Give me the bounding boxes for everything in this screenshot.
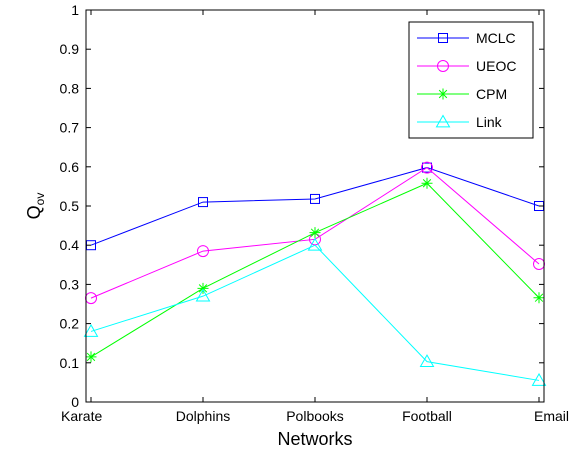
legend-entry-link: Link xyxy=(417,114,503,130)
legend-marker-ueoc xyxy=(437,60,449,72)
legend-label: CPM xyxy=(476,86,507,102)
y-tick-label: 0.1 xyxy=(60,355,80,371)
data-point-link xyxy=(195,288,211,302)
y-tick-label: 0 xyxy=(71,394,79,410)
legend: MCLC UEOC CPM Link xyxy=(408,21,534,139)
x-tick-label: Karate xyxy=(61,408,102,424)
legend-marker-link xyxy=(435,114,451,128)
series-layer xyxy=(83,161,547,386)
data-point-mclc xyxy=(422,162,432,173)
y-axis-title-subscript: ov xyxy=(33,193,47,206)
legend-entry-ueoc: UEOC xyxy=(417,58,516,74)
data-point-cpm xyxy=(85,351,97,363)
data-point-link xyxy=(307,237,323,251)
data-point-mclc xyxy=(310,193,320,204)
y-axis: 0 0.1 0.2 0.3 0.4 0.5 0.6 0.7 0.8 0.9 1 xyxy=(60,2,544,410)
data-point-cpm xyxy=(533,292,545,304)
x-tick-label: Football xyxy=(402,408,452,424)
y-axis-title: Qov xyxy=(24,193,47,220)
series-cpm xyxy=(85,177,545,363)
y-tick-label: 0.7 xyxy=(60,120,80,136)
y-tick-label: 0.2 xyxy=(60,316,80,332)
legend-marker-cpm xyxy=(437,88,449,100)
data-point-cpm xyxy=(421,177,433,189)
data-point-cpm xyxy=(197,282,209,294)
legend-marker-mclc xyxy=(438,33,448,43)
legend-box xyxy=(408,21,534,139)
x-axis-title: Networks xyxy=(277,429,352,449)
y-tick-label: 0.9 xyxy=(60,41,80,57)
y-tick-label: 1 xyxy=(71,2,79,18)
y-tick-label: 0.3 xyxy=(60,276,80,292)
data-point-link xyxy=(83,323,99,337)
y-tick-label: 0.8 xyxy=(60,80,80,96)
legend-label: MCLC xyxy=(476,30,516,46)
data-point-mclc xyxy=(198,197,208,208)
y-tick-label: 0.6 xyxy=(60,159,80,175)
data-point-link xyxy=(419,354,435,367)
legend-entry-cpm: CPM xyxy=(417,86,507,102)
series-line-mclc xyxy=(90,167,540,246)
y-axis-title-main: Q xyxy=(24,205,44,219)
y-tick-label: 0.4 xyxy=(60,237,80,253)
series-line-link xyxy=(90,244,540,381)
data-point-cpm xyxy=(309,227,321,239)
legend-entry-mclc: MCLC xyxy=(417,30,516,46)
x-tick-label: Polbooks xyxy=(286,408,344,424)
x-tick-label: Dolphins xyxy=(176,408,230,424)
x-axis: Karate Dolphins Polbooks Football Email xyxy=(61,10,569,424)
series-link xyxy=(83,237,547,386)
legend-label: Link xyxy=(476,114,503,130)
data-point-link xyxy=(531,372,547,386)
x-tick-label: Email xyxy=(534,408,569,424)
data-point-ueoc xyxy=(197,245,209,258)
data-point-ueoc xyxy=(421,161,433,174)
y-tick-label: 0.5 xyxy=(60,198,80,214)
legend-label: UEOC xyxy=(476,58,516,74)
